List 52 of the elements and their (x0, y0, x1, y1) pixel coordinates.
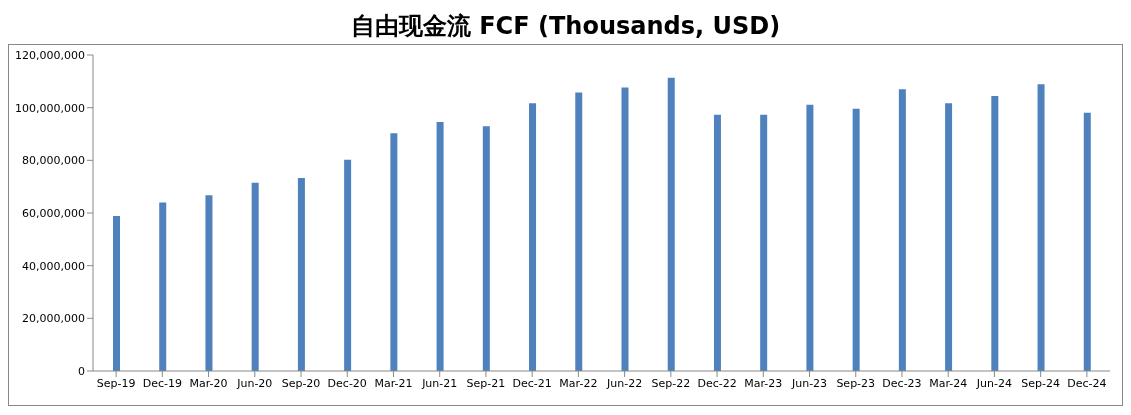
x-tick-label: Jun-20 (236, 376, 273, 390)
chart-title: 自由现金流 FCF (Thousands, USD) (349, 11, 782, 42)
bar (344, 159, 352, 371)
x-tick-label: Jun-22 (606, 376, 643, 390)
bar (806, 104, 814, 371)
x-tick-label: Mar-22 (559, 376, 598, 390)
y-tick-label: 40,000,000 (22, 259, 85, 273)
y-tick-label: 120,000,000 (15, 48, 85, 62)
x-tick-label: Dec-21 (512, 376, 552, 390)
bar (945, 103, 953, 371)
x-tick-label: Sep-23 (836, 376, 876, 390)
bar (575, 92, 583, 371)
x-tick-label: Sep-24 (1021, 376, 1061, 390)
bar (205, 195, 213, 371)
bar (760, 114, 768, 371)
x-tick-label: Jun-21 (421, 376, 458, 390)
x-tick-label: Mar-23 (744, 376, 783, 390)
bar (898, 89, 906, 371)
bar (482, 126, 490, 371)
y-tick-label: 80,000,000 (22, 154, 85, 168)
x-tick-label: Dec-24 (1067, 376, 1107, 390)
bar (113, 215, 120, 371)
bar (390, 133, 398, 371)
x-tick-label: Sep-21 (466, 376, 506, 390)
y-tick-label: 60,000,000 (22, 206, 85, 220)
x-tick-label: Dec-20 (327, 376, 367, 390)
x-tick-label: Mar-20 (189, 376, 228, 390)
x-tick-label: Sep-20 (281, 376, 321, 390)
bar (713, 114, 721, 371)
x-tick-label: Sep-22 (651, 376, 691, 390)
x-tick-label: Jun-23 (790, 376, 828, 390)
bar (1083, 112, 1091, 371)
x-tick-label: Mar-21 (374, 376, 413, 390)
bar (621, 87, 629, 371)
x-tick-label: Mar-24 (929, 376, 968, 390)
x-tick-label: Dec-19 (142, 376, 182, 390)
bar (991, 96, 999, 371)
y-tick-label: 20,000,000 (22, 312, 85, 326)
bar (297, 177, 305, 371)
x-tick-label: Dec-23 (882, 376, 922, 390)
bar (1037, 84, 1045, 371)
bar (852, 108, 860, 371)
y-tick-label: 100,000,000 (15, 101, 85, 115)
bar (436, 121, 444, 371)
x-tick-label: Dec-22 (697, 376, 737, 390)
bar (667, 77, 675, 371)
bar (251, 182, 259, 371)
x-tick-label: Jun-24 (975, 376, 1013, 390)
y-tick-label: 0 (78, 364, 85, 378)
bar (529, 103, 537, 371)
x-tick-label: Sep-19 (96, 376, 136, 390)
bar (159, 202, 167, 371)
